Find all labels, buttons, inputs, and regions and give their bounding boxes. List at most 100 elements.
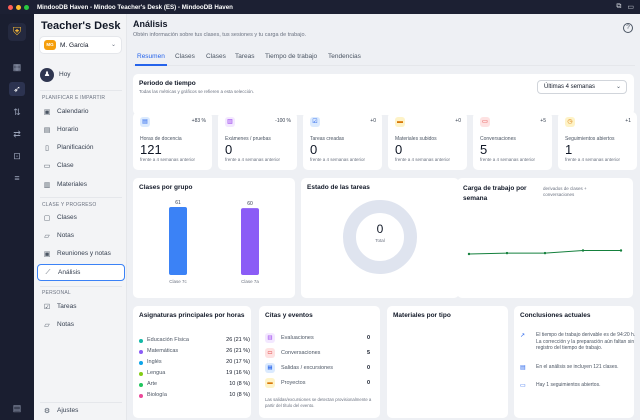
- tab-resumen[interactable]: Resumen: [135, 52, 167, 66]
- subject-value: 10 (8 %): [229, 392, 250, 398]
- tab-clases[interactable]: Clases: [175, 53, 195, 60]
- divider: [40, 286, 122, 287]
- event-name: Proyectos: [281, 380, 306, 386]
- bar-value-label: 60: [247, 201, 253, 207]
- kpi-label: Seguimientos abiertos: [565, 136, 615, 142]
- sidebar-item-hoy[interactable]: ♟ Hoy: [37, 67, 125, 82]
- book-icon: ▤: [140, 117, 150, 127]
- subjects-card: Asignaturas principales por horas Educac…: [133, 306, 251, 418]
- copy-icon[interactable]: ⧉: [616, 3, 622, 10]
- subject-row: Lengua 19 (16 %): [139, 369, 250, 379]
- rocket-icon[interactable]: ➶: [9, 82, 25, 96]
- kpi-change: +5: [540, 118, 546, 124]
- sidebar-item-label: Materiales: [57, 181, 87, 188]
- kpi-label: Tareas creadas: [310, 136, 345, 142]
- sidebar-item-label: Ajustes: [57, 407, 79, 414]
- subject-value: 26 (21 %): [226, 337, 250, 343]
- legend-dot: [139, 372, 143, 376]
- home-icon: ♟: [40, 67, 54, 82]
- sidebar-section-title: CLASE Y PROGRESO: [42, 202, 97, 208]
- switch-icon[interactable]: ⇄: [13, 129, 21, 139]
- help-icon[interactable]: ?: [623, 23, 633, 33]
- sliders-icon[interactable]: ≡: [14, 173, 20, 183]
- tab-tendencias[interactable]: Tendencias: [328, 53, 361, 60]
- minimize-window-button[interactable]: [16, 4, 21, 10]
- sidebar-item-label: Reuniones y notas: [57, 250, 111, 257]
- avatar: MG: [44, 40, 56, 50]
- card-title: Materiales por tipo: [393, 312, 451, 319]
- data-point: [619, 249, 623, 252]
- bar-category-label: Clase 7a: [241, 279, 259, 284]
- main-content: Análisis Obtén información sobre tus cla…: [128, 14, 640, 420]
- sidebar-item-analisis[interactable]: ⟋ Análisis: [37, 264, 125, 281]
- kpi-label: Materiales subidos: [395, 136, 437, 142]
- kpi-card: ▬ +0 Materiales subidos 0 frente a 4 sem…: [388, 112, 467, 170]
- tab-tiempo-de-trabajo[interactable]: Tiempo de trabajo: [265, 53, 318, 60]
- legend-dot: [139, 361, 143, 365]
- user-switcher[interactable]: MG M. García ⌄: [39, 36, 122, 54]
- kpi-compare: frente a 4 semanas anterior: [480, 157, 536, 162]
- period-select[interactable]: Últimas 4 semanas ⌄: [537, 80, 627, 94]
- tab-clases-2[interactable]: Clases: [206, 53, 226, 60]
- events-note: Las salidas/excursiones se detectan prov…: [265, 397, 372, 408]
- zoom-window-button[interactable]: [24, 4, 29, 10]
- kpi-change: +0: [370, 118, 376, 124]
- subject-name: Inglés: [147, 359, 162, 365]
- period-card: Periodo de tiempo Todas las métricas y g…: [133, 74, 634, 115]
- card-title: Carga de trabajo por semana: [463, 185, 527, 202]
- kpi-compare: frente a 4 semanas anterior: [310, 157, 366, 162]
- event-row: ▭ Conversaciones 5: [265, 347, 370, 361]
- bar-category-label: Clase 7c: [169, 279, 187, 284]
- check-icon: ☑: [310, 117, 320, 127]
- sidebar-item-label: Calendario: [57, 108, 89, 115]
- inbox-icon[interactable]: ⊡: [13, 151, 21, 161]
- sidebar-item-calendario[interactable]: ▣ Calendario: [37, 104, 125, 119]
- kpi-value: 0: [225, 142, 233, 157]
- kpi-label: Horas de docencia: [140, 136, 182, 142]
- event-name: Evaluaciones: [281, 335, 314, 341]
- subject-row: Matemáticas 26 (21 %): [139, 347, 250, 357]
- kpi-change: +1: [625, 118, 631, 124]
- sidebar-item-label: Notas: [57, 321, 74, 328]
- tab-tareas[interactable]: Tareas: [235, 53, 255, 60]
- sidebar-item-horario[interactable]: ▤ Horario: [37, 122, 125, 137]
- kpi-change: +83 %: [191, 118, 206, 124]
- sidebar-item-label: Análisis: [58, 269, 81, 276]
- bar-value-label: 61: [175, 200, 181, 206]
- window-controls[interactable]: [8, 4, 29, 10]
- sidebar-item-tareas[interactable]: ☑ Tareas: [37, 299, 125, 314]
- sidebar-item-ajustes[interactable]: ⚙ Ajustes: [37, 403, 125, 418]
- sidebar-item-clase[interactable]: ▭ Clase: [37, 158, 125, 173]
- legend-dot: [139, 383, 143, 387]
- line-chart: [467, 249, 623, 256]
- task-total-value: 0: [376, 222, 384, 236]
- sort-icon[interactable]: ⇅: [13, 107, 21, 117]
- kpi-card: ▥ -100 % Exámenes / pruebas 0 frente a 4…: [218, 112, 297, 170]
- classes-by-group-card: Clases por grupo 61 Clase 7c 60 Clase 7a: [133, 178, 295, 298]
- kpi-card: ◷ +1 Seguimientos abiertos 1 frente a 4 …: [558, 112, 637, 170]
- sidebar-item-label: Horario: [57, 126, 79, 133]
- calendar-icon: ▦: [265, 363, 275, 373]
- sidebar-item-planificacion[interactable]: ▯ Planificación: [37, 140, 125, 155]
- subject-row: Inglés 20 (17 %): [139, 358, 250, 368]
- sidebar-item-label: Clases: [57, 214, 77, 221]
- event-name: Conversaciones: [281, 350, 321, 356]
- sidebar-item-notas[interactable]: ▱ Notas: [37, 228, 125, 243]
- dashboard-icon[interactable]: ▦: [12, 62, 22, 72]
- clock-icon: ◷: [565, 117, 575, 127]
- sidebar-item-clases[interactable]: ▢ Clases: [37, 210, 125, 225]
- sidebar-item-notas-personal[interactable]: ▱ Notas: [37, 317, 125, 332]
- close-window-button[interactable]: [8, 4, 13, 10]
- sidebar-item-reuniones[interactable]: ▣ Reuniones y notas: [37, 246, 125, 261]
- divider: [40, 197, 122, 198]
- profile-card-icon[interactable]: ▤: [12, 403, 22, 413]
- legend-dot: [139, 339, 143, 343]
- sidebar-item-materiales[interactable]: ▥ Materiales: [37, 177, 125, 192]
- subject-name: Biología: [147, 392, 167, 398]
- kpi-card: ▤ +83 % Horas de docencia 121 frente a 4…: [133, 112, 212, 170]
- sidebar-toggle-icon[interactable]: ▭: [627, 4, 634, 11]
- sidebar-item-label: Hoy: [59, 71, 71, 78]
- kpi-value: 0: [395, 142, 403, 157]
- event-row: ▬ Proyectos 0: [265, 377, 370, 391]
- kpi-label: Exámenes / pruebas: [225, 136, 271, 142]
